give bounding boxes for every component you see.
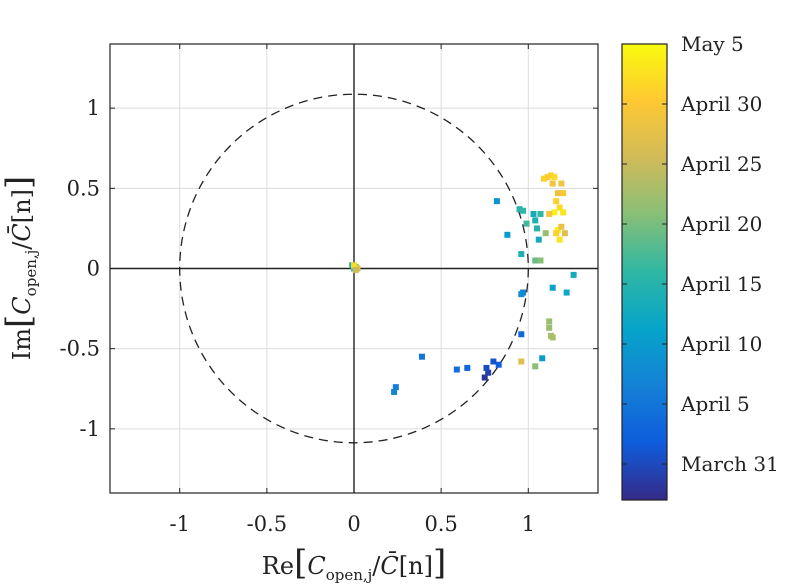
data-point xyxy=(534,225,540,232)
data-point xyxy=(453,366,460,373)
colorbar-tick-label: April 20 xyxy=(680,212,762,236)
data-point xyxy=(392,384,399,391)
x-tick-label: -1 xyxy=(169,512,189,536)
y-tick-label: -0.5 xyxy=(60,337,101,361)
data-point xyxy=(532,257,539,264)
data-point xyxy=(537,257,544,264)
data-point xyxy=(540,175,547,182)
data-point xyxy=(483,364,490,371)
data-point xyxy=(490,358,497,365)
data-point xyxy=(535,236,542,243)
data-point xyxy=(551,209,558,216)
data-point xyxy=(554,227,561,234)
data-point xyxy=(391,388,398,395)
y-axis-label-bar: C̄ xyxy=(8,223,36,241)
x-axis-label-prefix: Re xyxy=(262,552,294,580)
data-point xyxy=(518,358,525,365)
colorbar-tick-label: March 31 xyxy=(681,452,779,476)
data-point xyxy=(518,251,525,258)
data-point xyxy=(561,230,568,237)
x-axis-label-arg: [n] xyxy=(399,552,433,580)
y-axis-label: Im[Copen,j/C̄[n]] xyxy=(0,176,40,360)
y-tick-labels: -1 -0.5 0 0.5 1 xyxy=(60,96,101,441)
y-axis-label-prefix: Im xyxy=(8,328,36,360)
y-axis-label-slash: / xyxy=(8,241,36,250)
data-point xyxy=(551,174,558,181)
data-point xyxy=(520,207,527,214)
data-point xyxy=(546,324,553,331)
data-point xyxy=(537,210,544,217)
x-axis-label: Re[Copen,j/C̄[n]] xyxy=(262,543,446,584)
colorbar-tick-label: April 10 xyxy=(680,332,762,356)
data-point xyxy=(556,204,563,211)
data-point xyxy=(554,190,561,197)
data-point xyxy=(530,210,537,217)
data-point xyxy=(481,374,488,381)
y-axis-label-main: C xyxy=(8,296,36,314)
y-tick-label: 1 xyxy=(87,96,100,120)
data-point xyxy=(547,172,554,179)
data-point xyxy=(493,198,500,205)
x-tick-label: 1 xyxy=(522,512,535,536)
data-point xyxy=(504,231,511,238)
data-point xyxy=(539,355,546,362)
unit-circle xyxy=(179,93,529,444)
data-point xyxy=(464,364,471,371)
data-point xyxy=(558,180,565,187)
data-point xyxy=(518,331,525,338)
data-point xyxy=(532,363,539,370)
colorbar-tick-label: April 5 xyxy=(680,392,750,416)
x-axis-label-main: C xyxy=(307,552,325,580)
colorbar-tick-label: April 15 xyxy=(680,272,762,296)
y-axis-label-arg: [n] xyxy=(8,189,36,223)
y-tick-label: -1 xyxy=(80,417,100,441)
data-point xyxy=(516,206,523,213)
data-point xyxy=(544,174,551,181)
data-point xyxy=(549,180,556,187)
y-axis-label-sub: open,j xyxy=(22,250,40,297)
data-point xyxy=(549,334,556,341)
x-tick-label: 0.5 xyxy=(424,512,457,536)
x-tick-label: 0 xyxy=(347,512,360,536)
colorbar-tick-label: April 25 xyxy=(680,152,762,176)
data-point xyxy=(418,353,425,360)
data-point xyxy=(546,210,553,217)
data-point xyxy=(351,262,357,269)
data-point xyxy=(553,198,560,205)
data-point xyxy=(518,291,525,298)
data-point xyxy=(556,236,563,243)
data-point xyxy=(563,289,570,296)
data-point xyxy=(560,190,567,197)
x-tick-label: -0.5 xyxy=(247,512,288,536)
x-axis-label-bar: C̄ xyxy=(380,552,398,580)
plot-frame xyxy=(109,43,599,494)
data-point xyxy=(352,267,359,274)
data-point xyxy=(485,369,492,376)
x-axis-label-sub: open,j xyxy=(326,566,373,584)
data-point xyxy=(523,220,530,227)
data-point xyxy=(532,217,539,224)
x-axis-label-slash: / xyxy=(372,552,381,580)
data-point xyxy=(546,318,553,325)
data-point xyxy=(495,361,502,368)
colorbar-ticks: March 31 April 5 April 10 April 15 April 20 A… xyxy=(622,32,779,476)
data-point xyxy=(542,230,549,237)
data-points xyxy=(349,172,577,395)
data-point xyxy=(560,209,567,216)
colorbar-tick-label: April 30 xyxy=(680,92,762,116)
colorbar xyxy=(621,43,668,501)
data-point xyxy=(553,230,560,237)
colorbar-tick-label: May 5 xyxy=(681,32,744,56)
data-point xyxy=(549,284,556,291)
data-point xyxy=(570,271,577,278)
y-tick-label: 0 xyxy=(87,257,100,281)
y-tick-label: 0.5 xyxy=(67,176,100,200)
data-point xyxy=(558,223,565,230)
x-tick-labels: -1 -0.5 0 0.5 1 xyxy=(169,512,534,536)
